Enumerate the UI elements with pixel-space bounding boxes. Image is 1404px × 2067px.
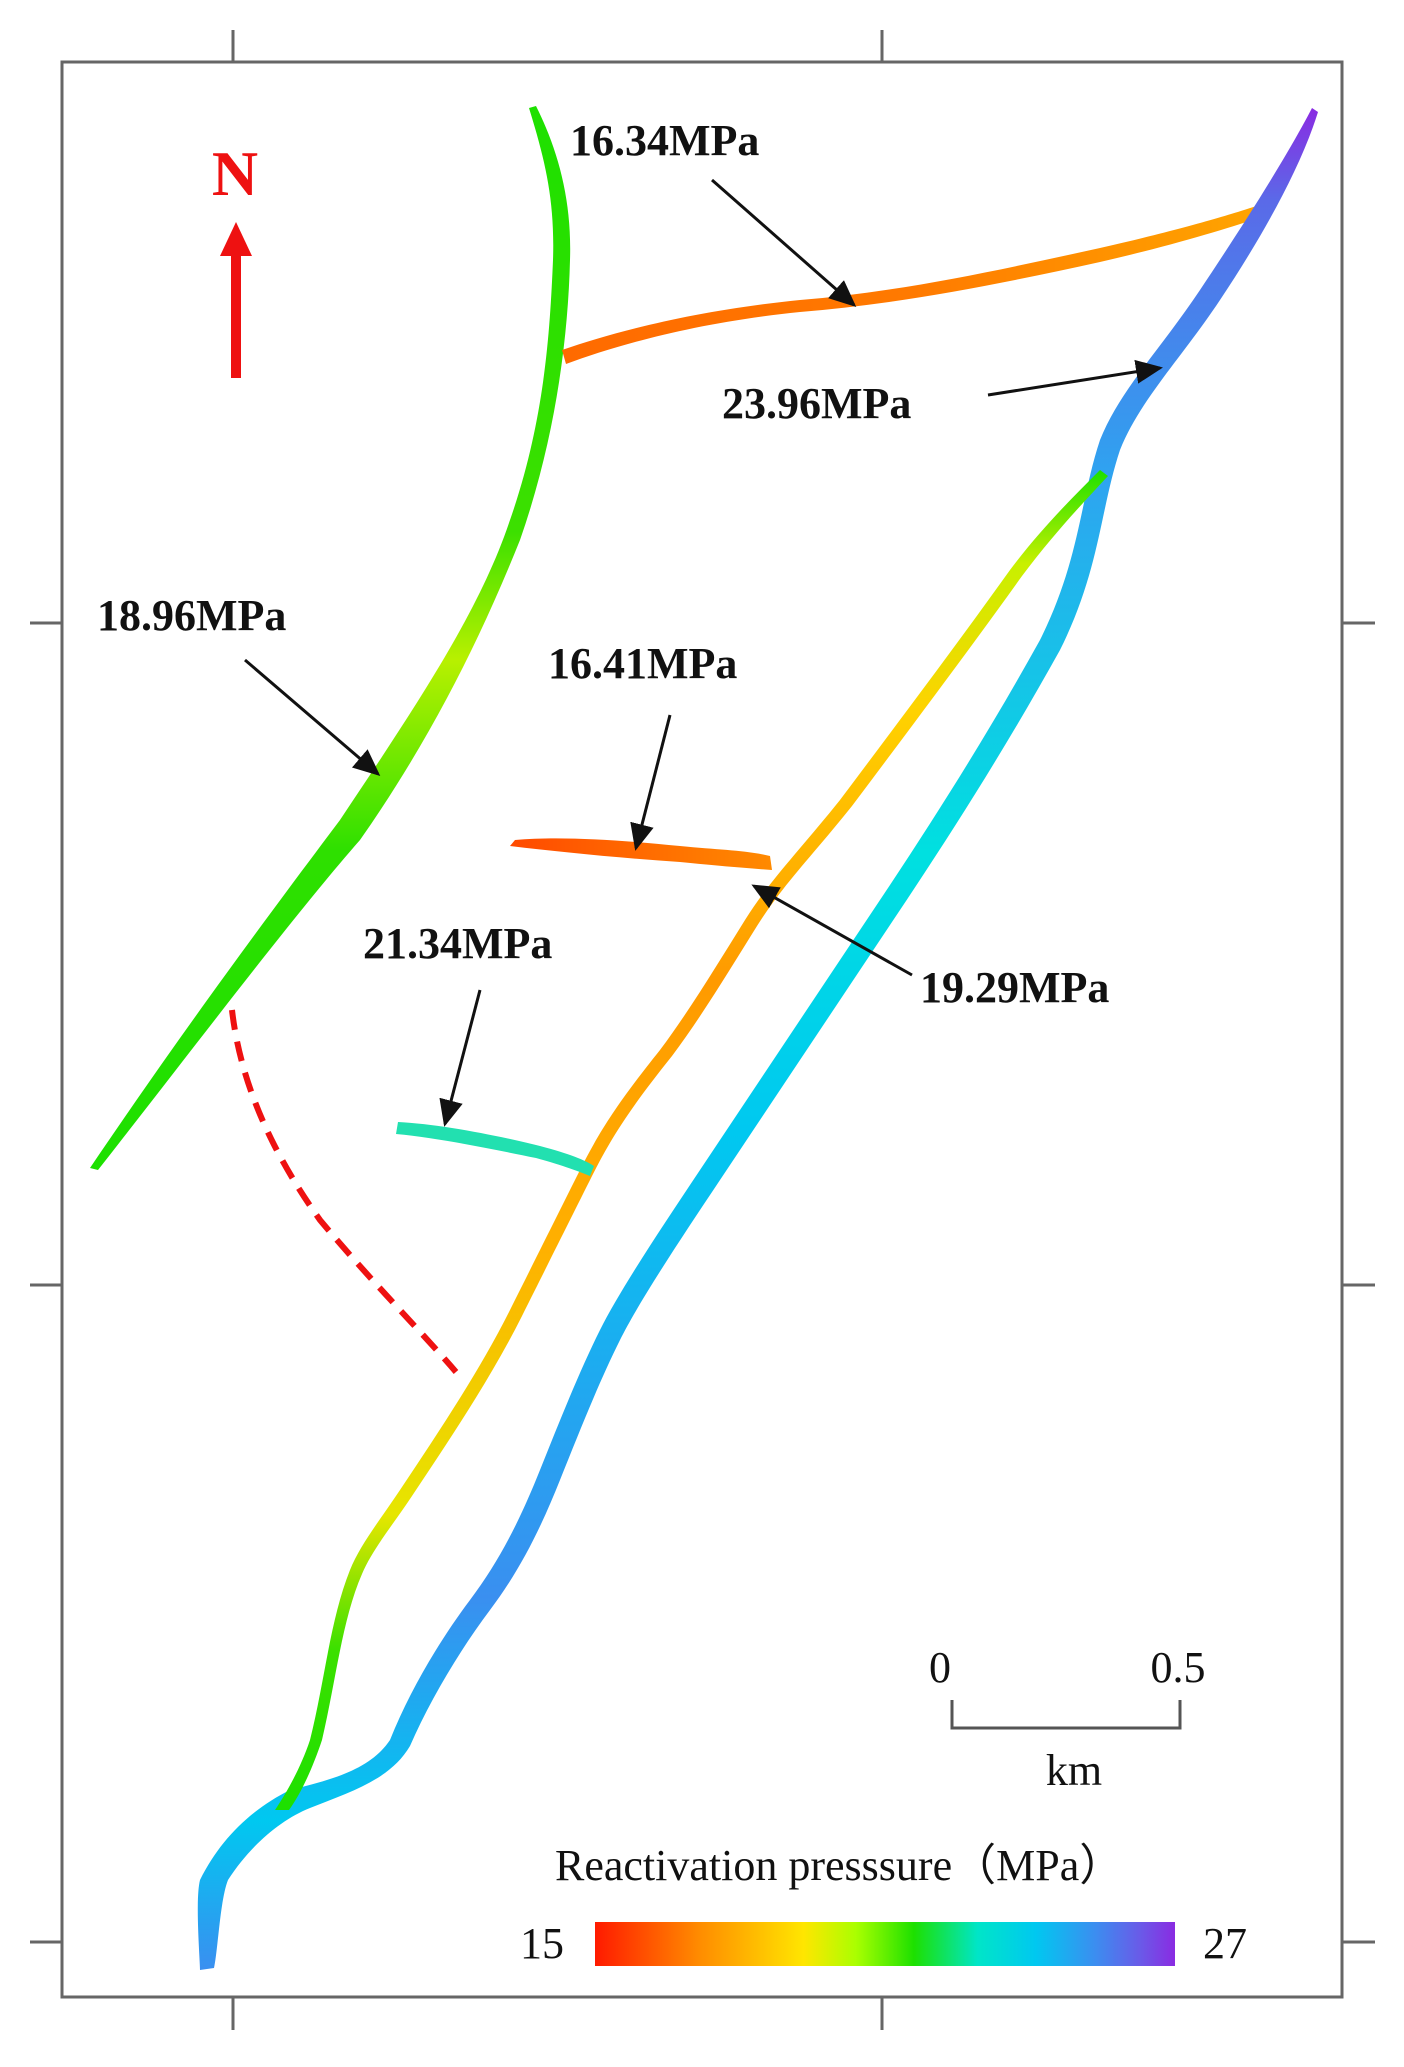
color-legend: Reactivation presssure（MPa） 15 27 (520, 1841, 1247, 1968)
frame-ticks (30, 30, 1375, 2030)
scale-end-label: 0.5 (1151, 1643, 1206, 1692)
legend-max-label: 27 (1203, 1919, 1247, 1968)
label-16-41: 16.41MPa (548, 639, 737, 688)
legend-colorbar (595, 1922, 1175, 1966)
label-16-34: 16.34MPa (570, 116, 759, 165)
fault-east (197, 108, 1318, 1970)
annotation-arrows (244, 178, 1163, 1127)
arrow-16-34 (711, 178, 857, 307)
north-label: N (212, 138, 258, 209)
north-arrow-icon (220, 222, 252, 378)
scale-unit-label: km (1046, 1746, 1102, 1795)
arrow-19-29 (751, 884, 913, 977)
label-18-96: 18.96MPa (97, 591, 286, 640)
arrow-21-34 (439, 989, 482, 1127)
legend-min-label: 15 (520, 1919, 564, 1968)
scale-start-label: 0 (929, 1643, 951, 1692)
label-23-96: 23.96MPa (722, 379, 911, 428)
arrow-23-96 (987, 359, 1163, 397)
arrow-18-96 (244, 658, 381, 776)
map-frame (60, 60, 1344, 1999)
arrow-16-41 (630, 714, 672, 851)
inferred-fault-dashed-line (229, 1009, 459, 1374)
legend-title: Reactivation presssure（MPa） (555, 1841, 1123, 1890)
label-19-29: 19.29MPa (920, 963, 1109, 1012)
fault-west (90, 106, 571, 1170)
scale-bar: 0 0.5 km (929, 1643, 1206, 1795)
fault-middle (510, 838, 772, 870)
label-21-34: 21.34MPa (363, 919, 552, 968)
fault-short (396, 1122, 594, 1176)
